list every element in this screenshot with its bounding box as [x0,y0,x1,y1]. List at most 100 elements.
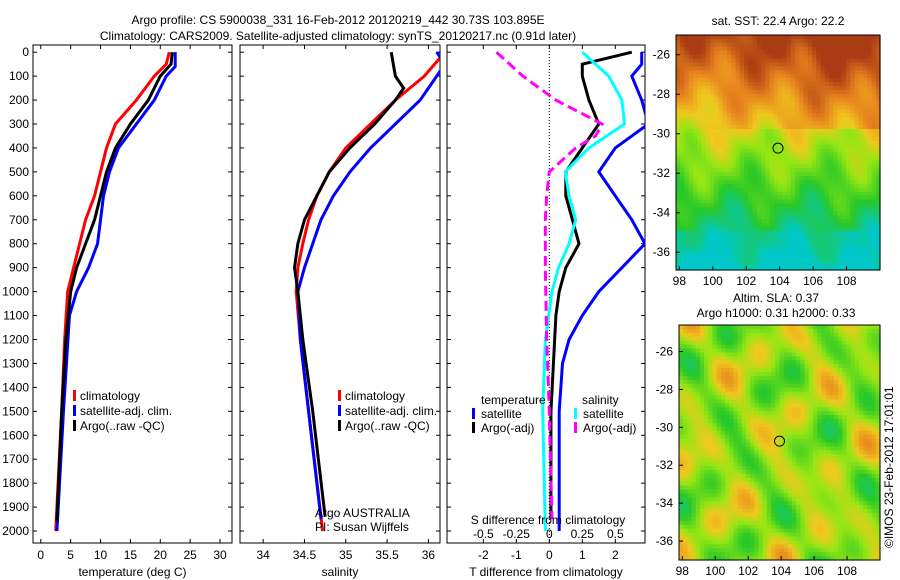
map-cell [867,89,873,95]
map-cell [771,336,776,342]
map-cell [687,497,693,502]
map-cell [833,42,839,48]
map-cell [733,438,739,444]
map-cell [854,54,860,60]
map-cell [841,140,847,146]
map-cell [697,125,703,130]
map-cell [748,215,754,220]
map-cell [787,481,793,487]
map-cell [746,493,751,498]
map-cell [741,434,747,440]
map-cell [837,66,843,71]
map-cell [704,505,709,510]
map-cell [773,195,779,201]
map-cell [782,266,788,271]
map-cell [752,156,758,161]
map-cell [731,129,737,134]
map-cell [725,325,730,330]
map-cell [766,489,772,495]
map-cell [761,89,766,95]
map-cell [800,536,806,542]
map-cell [701,35,707,40]
map-cell [712,375,718,381]
map-cell [766,415,772,420]
map-cell [846,66,851,71]
map-cell [863,85,868,91]
map-cell [824,58,830,64]
map-cell [688,230,694,236]
map-cell [691,360,697,365]
map-cell [762,399,768,404]
map-cell [771,544,776,549]
map-cell [796,411,802,416]
map-cell [729,516,735,522]
map-cell [771,532,776,538]
map-cell [787,426,793,432]
map-cell [752,168,758,173]
map-cell [731,70,737,75]
map-cell [735,160,741,165]
map-cell [762,328,768,334]
map-cell [733,509,739,514]
map-cell [824,187,830,193]
map-cell [796,368,802,373]
map-cell [786,78,792,83]
map-cell [837,109,843,114]
map-cell [687,383,693,389]
lat-tick-label: -32 [653,166,671,180]
map-cell [705,54,711,60]
map-cell [867,74,873,79]
map-cell [829,38,834,44]
map-cell [752,234,758,240]
map-cell [712,395,718,401]
map-cell [800,348,806,354]
map-cell [705,156,711,161]
map-cell [841,121,847,126]
map-cell [854,211,860,216]
map-cell [688,78,694,83]
map-cell [792,536,797,542]
map-cell [727,211,732,216]
map-cell [812,168,817,173]
map-cell [684,160,690,165]
map-cell [679,516,684,522]
map-cell [733,403,739,408]
map-cell [762,450,768,455]
map-cell [824,164,830,169]
map-cell [735,211,741,216]
map-cell [741,493,747,498]
map-cell [790,179,796,185]
map-cell [833,230,839,236]
map-cell [683,524,688,530]
map-cell [850,129,856,134]
map-cell [695,407,701,412]
map-cell [741,513,747,518]
map-cell [779,548,785,553]
map-cell [701,164,707,169]
map-cell [701,246,707,252]
map-cell [804,446,810,451]
map-cell [701,187,707,193]
map-cell [773,144,779,150]
map-cell [680,152,686,158]
map-cell [731,258,737,263]
map-cell [683,332,688,338]
map-cell [704,328,709,334]
map-cell [790,168,796,173]
map-cell [796,536,802,542]
map-cell [799,152,805,158]
map-cell [693,207,698,212]
map-cell [761,93,766,99]
map-cell [796,544,802,549]
map-cell [783,348,789,354]
map-cell [710,226,715,232]
annotation-label: Argo AUSTRALIA [315,506,410,520]
map-cell [684,129,690,134]
map-cell [871,136,877,142]
map-cell [725,434,730,440]
map-cell [812,66,817,71]
map-cell [704,442,709,448]
map-cell [875,58,881,64]
map-cell [812,226,817,232]
map-cell [691,505,697,510]
